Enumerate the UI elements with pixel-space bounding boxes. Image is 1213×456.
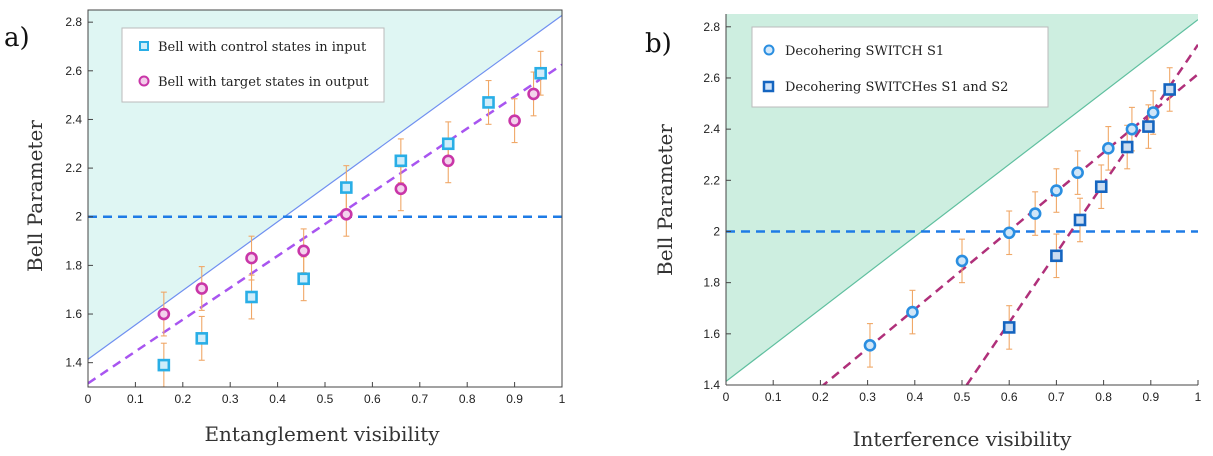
panel-a-series-1-point xyxy=(195,332,209,345)
panel-b-series-1-point xyxy=(1002,226,1016,240)
panel-a-y-tick-label: 2.2 xyxy=(65,161,82,175)
panel-a-legend-entry-2: Bell with target states in output xyxy=(158,75,369,90)
panel-b-series-1-point xyxy=(955,254,969,268)
panel-a-y-tick-label: 2.8 xyxy=(65,15,82,29)
panel-b-y-tick-label: 1.8 xyxy=(703,276,720,290)
panel-a-legend-box xyxy=(121,27,385,103)
panel-a-y-tick-label: 2.6 xyxy=(65,64,82,78)
panel-b-legend-marker-square xyxy=(762,80,775,93)
panel-b-series-2-point xyxy=(1120,140,1134,154)
panel-b-x-tick-label: 0.3 xyxy=(859,390,876,404)
panel-a-legend-entry-1: Bell with control states in input xyxy=(158,40,367,55)
panel-b-legend-entry-2: Decohering SWITCHes S1 and S2 xyxy=(785,80,1008,95)
panel-b-x-axis-label: Interference visibility xyxy=(853,427,1073,451)
panel-b-x-tick-label: 0.7 xyxy=(1048,390,1065,404)
panel-a-series-2-point xyxy=(297,244,310,258)
panel-b-chart: b) Interference visibility Bell Paramete… xyxy=(645,14,1202,451)
panel-b-series-1-point xyxy=(1125,122,1139,136)
panel-a-series-2-point xyxy=(340,208,353,221)
panel-a-series-2-point xyxy=(157,307,171,321)
panel-a-x-tick-label: 0.6 xyxy=(364,392,381,406)
panel-a-x-tick-label: 0.7 xyxy=(411,392,428,406)
panel-b-series-2-point xyxy=(1094,180,1108,194)
panel-a-x-tick-label: 0.1 xyxy=(127,392,144,406)
panel-a-series-2-point xyxy=(441,154,455,168)
panel-a-chart: a) Entanglement visibility Bell Paramete… xyxy=(4,9,566,446)
panel-a-x-tick-label: 0.8 xyxy=(459,392,476,406)
panel-a-y-axis-label: Bell Parameter xyxy=(23,120,47,272)
panel-a-legend-marker-circle xyxy=(138,75,150,87)
panel-b-y-tick-label: 1.4 xyxy=(703,378,720,392)
panel-a-series-1-point xyxy=(297,272,310,286)
panel-b-legend: Decohering SWITCH S1 Decohering SWITCHes… xyxy=(751,26,1049,108)
panel-b-series-1-point xyxy=(1028,207,1042,220)
panel-b-series-2-point xyxy=(1002,321,1016,334)
panel-a-series-2-point xyxy=(245,251,258,265)
panel-a-x-tick-label: 1 xyxy=(559,392,566,406)
panel-a-label: a) xyxy=(4,23,30,53)
panel-b-y-tick-label: 2.6 xyxy=(703,71,720,85)
panel-a-series-2-point xyxy=(508,114,521,127)
panel-a-fit-line-1 xyxy=(88,63,562,385)
panel-b-y-tick-label: 2.2 xyxy=(703,173,720,187)
panel-b-x-tick-label: 0.9 xyxy=(1142,390,1159,404)
panel-a-series-2-point xyxy=(527,87,540,101)
panel-a-legend: Bell with control states in input Bell w… xyxy=(121,27,385,103)
panel-a-x-tick-label: 0 xyxy=(85,392,92,406)
panel-b-series-2-point xyxy=(1163,83,1176,96)
panel-b-label: b) xyxy=(645,29,672,59)
panel-b-y-tick-label: 2.4 xyxy=(703,122,720,136)
panel-a-x-tick-label: 0.3 xyxy=(222,392,239,406)
panel-b-x-tick-label: 0.2 xyxy=(812,390,829,404)
panel-b-boundary-line xyxy=(726,19,1198,382)
panel-a-series-2-point xyxy=(394,182,408,196)
panel-b-x-tick-label: 0 xyxy=(723,390,730,404)
panel-a-y-tick-label: 2 xyxy=(75,210,82,224)
panel-a-boundary-line xyxy=(88,14,562,360)
panel-b-series-1-point xyxy=(1102,142,1115,155)
panel-b-legend-box xyxy=(751,26,1049,108)
panel-a-y-tick-label: 2.4 xyxy=(65,112,82,126)
panel-a-x-tick-label: 0.9 xyxy=(506,392,523,406)
panel-b-x-tick-label: 0.4 xyxy=(906,390,923,404)
panel-b-y-tick-label: 2 xyxy=(713,224,720,238)
panel-b-series-2-point xyxy=(1050,249,1063,263)
panel-b-series-2-point xyxy=(1142,120,1155,133)
panel-a-series-1-point xyxy=(157,358,171,372)
panel-b-series-1-point xyxy=(863,339,877,352)
panel-a-x-axis-label: Entanglement visibility xyxy=(204,422,440,446)
panel-b-y-axis-label: Bell Parameter xyxy=(653,124,677,276)
panel-b-y-tick-label: 2.8 xyxy=(703,20,720,34)
panel-b-series-1-point xyxy=(906,305,919,319)
panel-b-series-1-point xyxy=(1071,166,1084,179)
panel-b-x-tick-label: 0.1 xyxy=(765,390,782,404)
panel-a-x-tick-label: 0.2 xyxy=(174,392,191,406)
panel-a-series-1-point xyxy=(482,96,495,109)
panel-a-y-tick-label: 1.8 xyxy=(65,258,82,272)
panel-a-series-2-point xyxy=(195,282,209,295)
panel-b-series-2-point xyxy=(1073,213,1087,227)
panel-a-series-1-point xyxy=(245,290,258,304)
panel-a-series-1-point xyxy=(394,154,408,168)
panel-b-x-tick-label: 1 xyxy=(1195,390,1202,404)
panel-b-y-tick-label: 1.6 xyxy=(703,327,720,341)
panel-a-series-1-point xyxy=(340,181,353,194)
panel-a-series-1-point xyxy=(441,137,455,151)
panel-b-x-tick-label: 0.5 xyxy=(954,390,971,404)
panel-b-legend-entry-1: Decohering SWITCH S1 xyxy=(785,44,944,59)
panel-b-series-1-point xyxy=(1146,106,1160,119)
panel-a-legend-marker-square xyxy=(139,41,149,51)
panel-a-y-tick-label: 1.6 xyxy=(65,307,82,321)
panel-a-series-1-point xyxy=(534,66,547,80)
panel-a-x-tick-label: 0.4 xyxy=(269,392,286,406)
panel-a-x-tick-label: 0.5 xyxy=(317,392,334,406)
panel-b-x-tick-label: 0.6 xyxy=(1001,390,1018,404)
panel-b-legend-marker-circle xyxy=(763,44,775,56)
panel-b-x-tick-label: 0.8 xyxy=(1095,390,1112,404)
panel-a-y-tick-label: 1.4 xyxy=(65,356,82,370)
panel-b-series-1-point xyxy=(1050,184,1063,197)
